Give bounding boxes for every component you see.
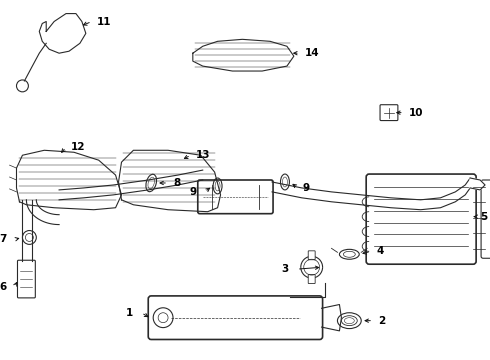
Text: 1: 1 xyxy=(126,308,133,318)
Text: 2: 2 xyxy=(378,316,385,326)
Text: 4: 4 xyxy=(376,246,384,256)
Polygon shape xyxy=(470,178,485,190)
FancyBboxPatch shape xyxy=(308,275,315,284)
FancyBboxPatch shape xyxy=(308,251,315,260)
Text: 13: 13 xyxy=(196,150,210,160)
FancyBboxPatch shape xyxy=(366,174,476,264)
Text: 3: 3 xyxy=(282,264,289,274)
FancyBboxPatch shape xyxy=(481,180,490,258)
Text: 8: 8 xyxy=(173,178,180,188)
Text: 9: 9 xyxy=(190,187,197,197)
FancyBboxPatch shape xyxy=(148,296,322,339)
Text: 10: 10 xyxy=(409,108,423,118)
Text: 11: 11 xyxy=(97,17,111,27)
Text: 7: 7 xyxy=(0,234,6,244)
Text: 14: 14 xyxy=(305,48,319,58)
FancyBboxPatch shape xyxy=(198,180,273,214)
Text: 9: 9 xyxy=(303,183,310,193)
FancyBboxPatch shape xyxy=(380,105,398,121)
Text: 5: 5 xyxy=(480,212,488,222)
Text: 12: 12 xyxy=(71,142,85,152)
Text: 6: 6 xyxy=(0,282,6,292)
FancyBboxPatch shape xyxy=(18,260,35,298)
